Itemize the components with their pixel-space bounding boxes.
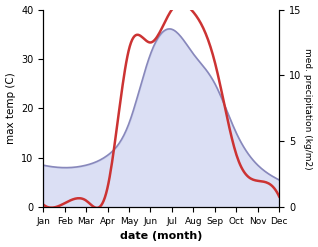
- Y-axis label: med. precipitation (kg/m2): med. precipitation (kg/m2): [303, 48, 313, 169]
- Y-axis label: max temp (C): max temp (C): [5, 72, 16, 144]
- X-axis label: date (month): date (month): [120, 231, 203, 242]
